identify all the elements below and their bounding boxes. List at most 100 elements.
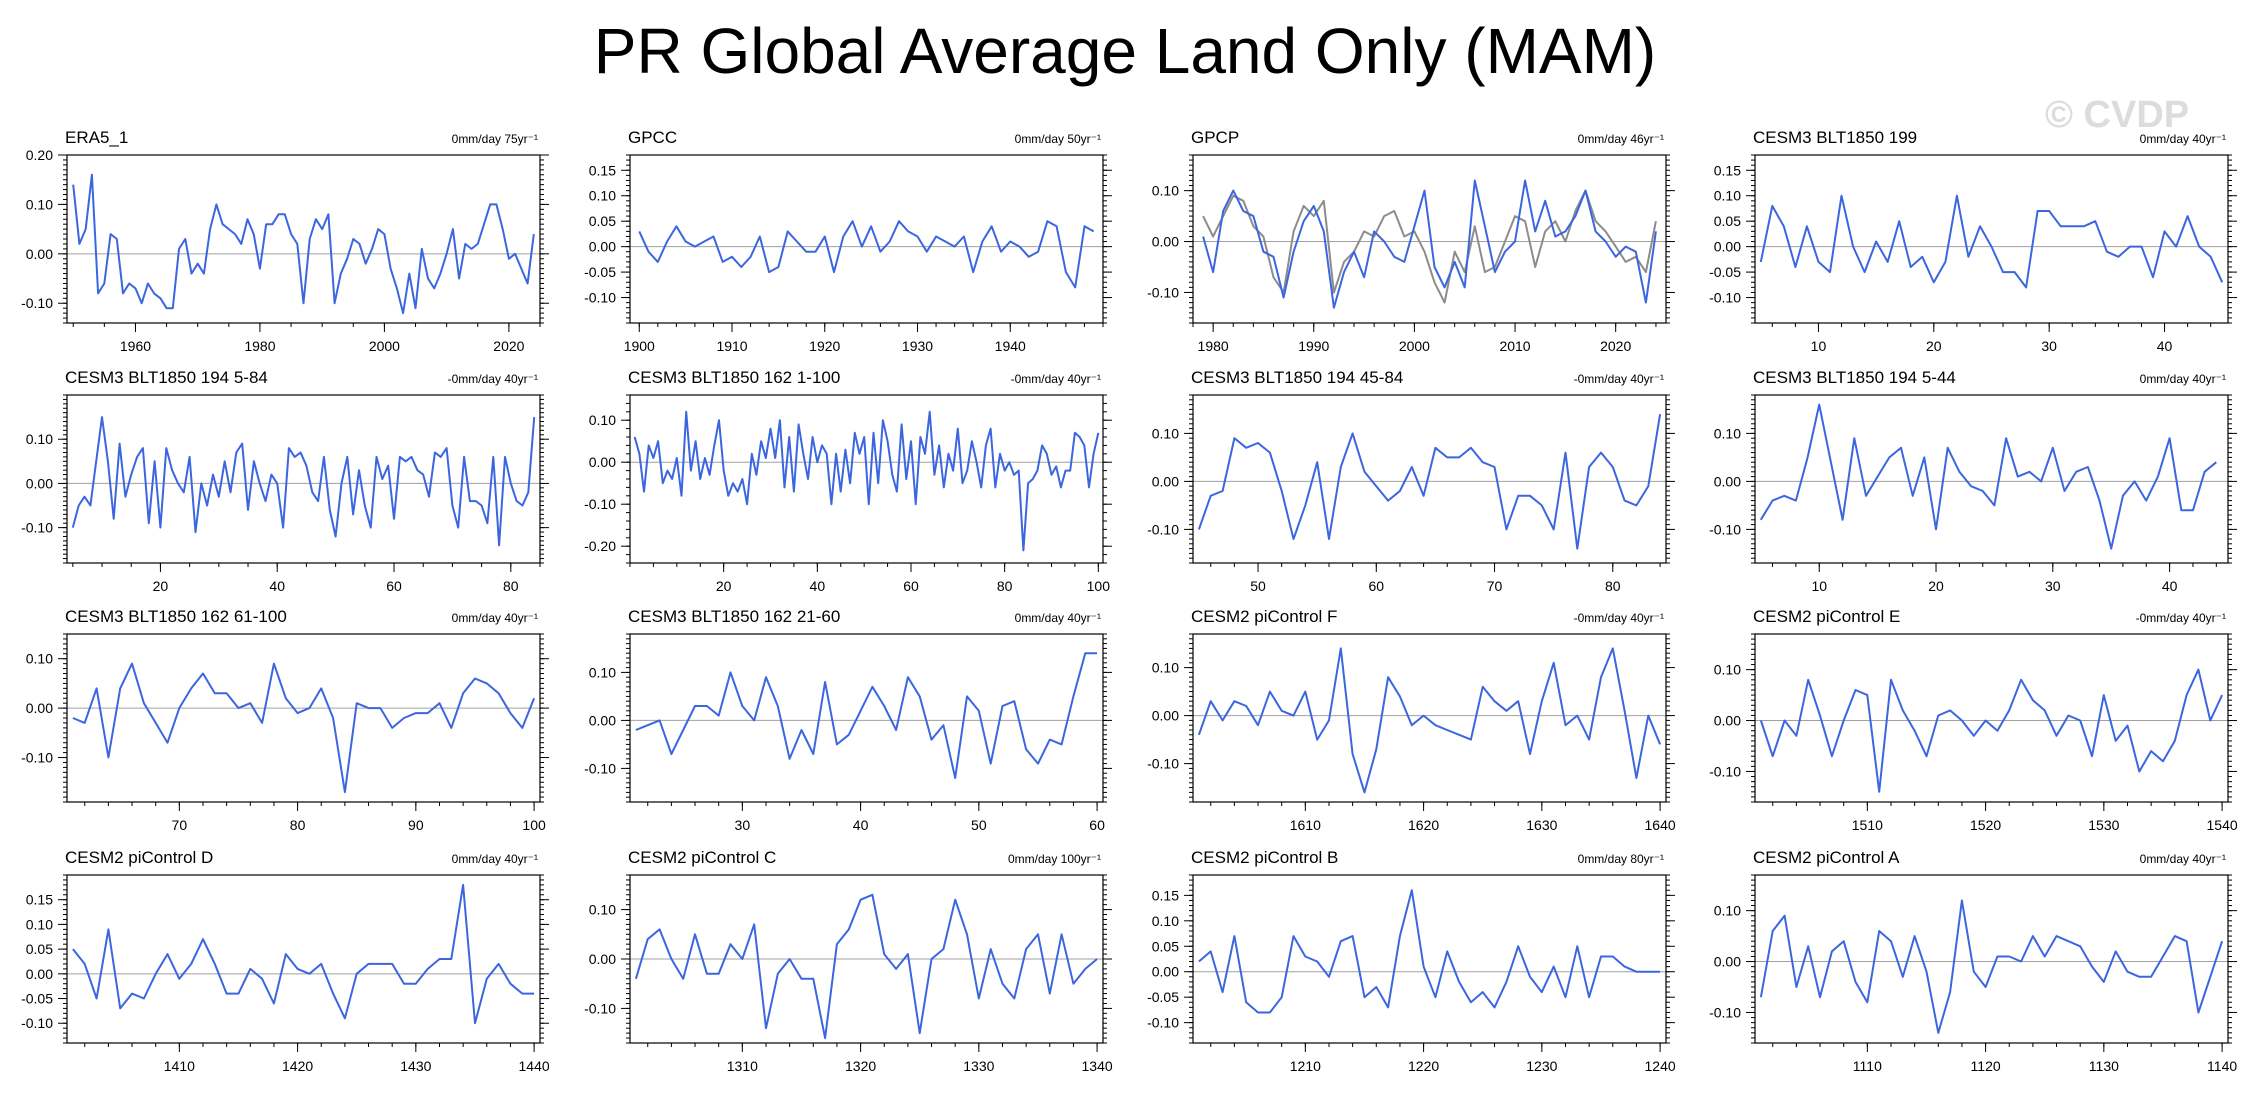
y-tick-label: -0.10 [1147,521,1179,537]
x-tick-label: 60 [1368,578,1384,594]
y-tick-label: 0.00 [1714,473,1741,489]
series-line [633,410,1100,552]
y-tick-label: 0.00 [1152,234,1179,250]
y-tick-label: -0.10 [584,1000,616,1016]
series-line [1759,668,2224,793]
x-tick-label: 1980 [244,338,275,354]
series-line [72,883,535,1025]
trend-label: 0mm/day 40yr⁻¹ [2140,372,2226,386]
x-tick-label: 20 [153,578,169,594]
chart-panel: CESM3 BLT1850 162 61-100 0mm/day 40yr⁻¹ -0… [21,607,549,833]
y-tick-label: -0.10 [21,295,53,311]
chart-panel: CESM2 piControl C 0mm/day 100yr⁻¹ -0.10 0.0… [584,848,1113,1074]
x-tick-label: 1440 [519,1058,550,1074]
y-tick-label: 0.00 [26,246,53,262]
y-tick-label: 0.00 [26,700,53,716]
panel-title: CESM3 BLT1850 194 45-84 [1191,368,1403,387]
chart-panel: CESM3 BLT1850 194 5-84 -0mm/day 40yr⁻¹ -0.… [21,368,549,594]
x-tick-label: 1240 [1645,1058,1676,1074]
y-tick-label: 0.10 [26,431,53,447]
panel-title: ERA5_1 [65,128,128,147]
y-tick-label: 0.00 [1152,708,1179,724]
trend-label: 0mm/day 46yr⁻¹ [1578,132,1664,146]
y-tick-label: 0.00 [1714,239,1741,255]
x-tick-label: 1340 [1082,1058,1113,1074]
x-tick-label: 50 [1250,578,1266,594]
x-tick-label: 50 [971,817,987,833]
x-tick-label: 2020 [1600,338,1631,354]
series-line [1759,194,2224,289]
y-tick-label: 0.10 [1152,913,1179,929]
x-tick-label: 30 [2045,578,2061,594]
x-tick-label: 2000 [1399,338,1430,354]
y-tick-label: 0.10 [589,664,616,680]
chart-panel: CESM2 piControl B 0mm/day 80yr⁻¹ -0.10 -0.0… [1147,848,1676,1074]
x-tick-label: 1220 [1408,1058,1439,1074]
chart-panel: CESM2 piControl A 0mm/day 40yr⁻¹ -0.10 0.00… [1709,848,2237,1074]
x-tick-label: 1920 [809,338,840,354]
y-tick-label: 0.00 [26,966,53,982]
y-tick-label: -0.20 [584,538,616,554]
y-tick-label: -0.05 [584,264,616,280]
x-tick-label: 1610 [1290,817,1321,833]
y-tick-label: 0.10 [589,412,616,428]
plot-frame [629,394,1104,564]
chart-panel: GPCP 0mm/day 46yr⁻¹ -0.10 0.00 0.10 1980 1990 2… [1147,128,1675,354]
plot-frame [1192,154,1667,324]
y-tick-label: 0.10 [26,196,53,212]
page-title: PR Global Average Land Only (MAM) [593,15,1657,87]
y-tick-label: 0.05 [26,941,53,957]
series-line [634,893,1098,1040]
panel-title: CESM3 BLT1850 162 61-100 [65,607,287,626]
y-tick-label: 0.00 [1714,954,1741,970]
series-line [1197,647,1662,794]
y-tick-label: -0.10 [1147,284,1179,300]
plot-frame [1192,874,1667,1044]
y-tick-label: 0.10 [1714,662,1741,678]
x-tick-label: 80 [997,578,1013,594]
y-tick-label: 0.15 [1714,162,1741,178]
series-line [72,662,536,794]
x-tick-label: 1620 [1408,817,1439,833]
panel-title: CESM2 piControl C [628,848,776,867]
x-tick-label: 10 [1811,338,1827,354]
plot-frame [66,633,541,803]
x-tick-label: 1110 [1853,1058,1882,1074]
plot-frame [629,154,1104,324]
panel-title: CESM3 BLT1850 162 21-60 [628,607,840,626]
x-tick-label: 1230 [1526,1058,1557,1074]
x-tick-label: 60 [386,578,402,594]
x-tick-label: 70 [1487,578,1503,594]
y-tick-label: 0.10 [26,916,53,932]
y-tick-label: 0.05 [1152,938,1179,954]
x-tick-label: 1420 [282,1058,313,1074]
x-tick-label: 30 [2041,338,2057,354]
x-tick-label: 100 [522,817,546,833]
y-tick-label: -0.10 [21,1015,53,1031]
series-line [1202,179,1657,309]
chart-panel: CESM2 piControl E -0mm/day 40yr⁻¹ -0.10 0.0… [1709,607,2238,833]
x-tick-label: 1520 [1970,817,2001,833]
y-tick-label: -0.10 [1709,521,1741,537]
chart-panel: CESM3 BLT1850 194 45-84 -0mm/day 40yr⁻¹ -0… [1147,368,1675,594]
y-tick-label: 0.15 [589,162,616,178]
y-tick-label: -0.10 [1147,1015,1179,1031]
trend-label: -0mm/day 40yr⁻¹ [1011,372,1101,386]
trend-label: -0mm/day 40yr⁻¹ [1574,372,1664,386]
panel-title: CESM2 piControl D [65,848,213,867]
chart-panel: CESM3 BLT1850 162 1-100 -0mm/day 40yr⁻¹ -0… [584,368,1112,594]
y-tick-label: -0.10 [1709,763,1741,779]
x-tick-label: 80 [503,578,519,594]
trend-label: -0mm/day 40yr⁻¹ [448,372,538,386]
trend-label: 0mm/day 100yr⁻¹ [1008,852,1101,866]
x-tick-label: 20 [1928,578,1944,594]
x-tick-label: 1900 [624,338,655,354]
y-tick-label: -0.10 [584,290,616,306]
y-tick-label: -0.10 [584,760,616,776]
plot-frame [1192,633,1667,803]
y-tick-label: 0.10 [1152,425,1179,441]
x-tick-label: 2020 [493,338,524,354]
cvdp-watermark: © CVDP [2045,94,2190,136]
x-tick-label: 1510 [1852,817,1883,833]
